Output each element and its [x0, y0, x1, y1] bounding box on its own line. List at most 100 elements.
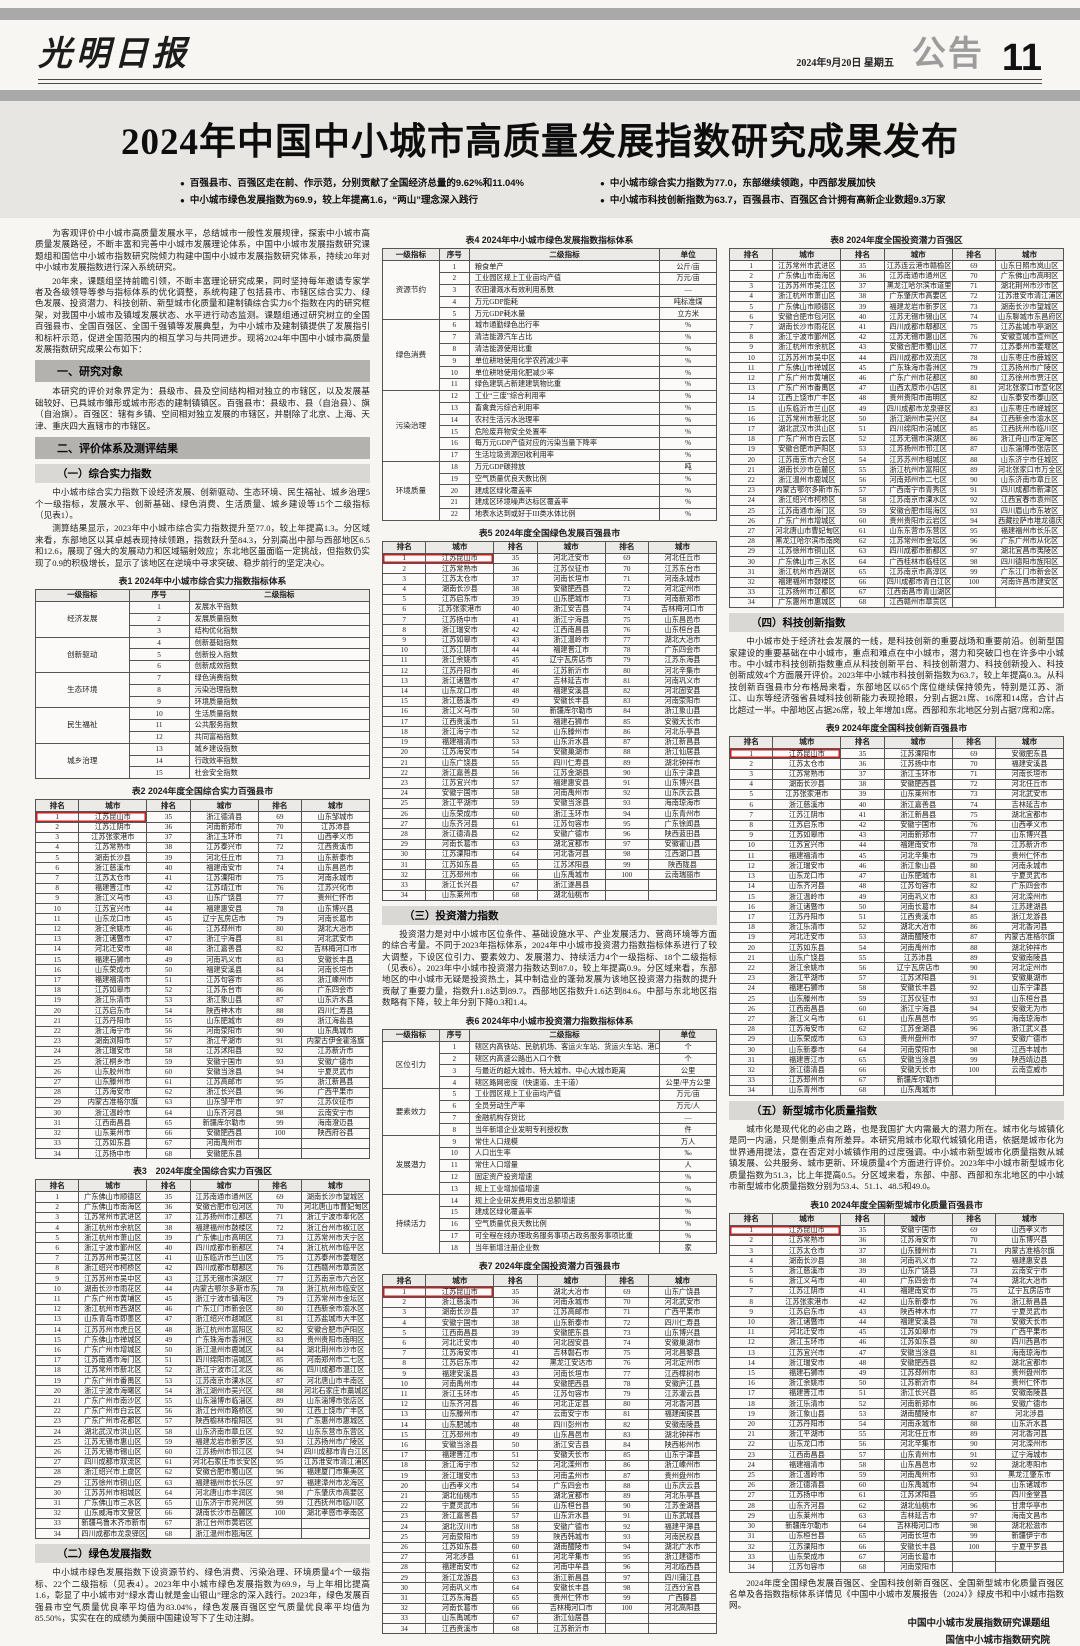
table-row: 25 浙江温岭市 59 河南禹州市 93 黑龙江肇东市	[728, 1469, 1064, 1481]
rank-cell: 32	[728, 1064, 774, 1076]
rank-cell: 18	[728, 1398, 774, 1410]
rank-cell: 71	[604, 1306, 650, 1319]
city-cell: 河北临西县	[648, 1561, 717, 1574]
table-9-title: 表9 2024年度全国科技创新百强县市	[825, 722, 968, 733]
seq-cell: 15	[438, 425, 470, 439]
rank-cell: 50	[493, 1439, 538, 1451]
seq-cell: 13	[438, 401, 470, 415]
rank-cell: 19	[728, 443, 774, 456]
rank-cell: 80	[951, 1336, 997, 1349]
seq-cell: 6	[438, 319, 470, 332]
column-header: 排名	[34, 799, 80, 813]
city-cell: 吉林延吉市	[536, 675, 606, 687]
table-row: 持续活力 14 规上企业研发费用支出总额增速%	[382, 1194, 717, 1255]
city-cell: 山东博兴县	[648, 1327, 717, 1339]
rank-cell: 5	[728, 301, 774, 313]
city-cell: 安徽合肥市包河区	[189, 1201, 259, 1213]
rank-cell: 41	[840, 1285, 885, 1298]
rank-cell: 56	[840, 474, 885, 486]
newspaper-page: { "masthead":{"paper_name":"光明日报","date_…	[0, 8, 1080, 1646]
city-cell: 江苏如皋市	[78, 984, 148, 996]
rank-cell: 33	[381, 1612, 427, 1625]
city-cell: 江苏新沂市	[301, 1045, 370, 1058]
city-cell: 湖北孝感市孝南区	[301, 1507, 370, 1519]
rank-cell: 11	[34, 1293, 80, 1305]
table-row: 11 广东广州市黄埔区 45 浙江宁波市镇海区 79 江苏常州市金坛区	[34, 1293, 370, 1305]
rank-cell: 24	[34, 1426, 80, 1438]
rank-cell: 33	[728, 586, 774, 598]
section-heading-1: 一、研究对象	[35, 360, 370, 383]
rank-cell: 17	[381, 716, 427, 728]
rank-cell: 42	[146, 882, 191, 894]
rank-cell: 62	[840, 1500, 885, 1512]
table-row: 21 山东广饶县 55 四川仁寿县 89 湖北钟祥市	[381, 756, 717, 769]
rank-cell: 94	[257, 1446, 303, 1458]
city-cell: 山东临沂市兰山区	[189, 1252, 259, 1264]
table-row: 3 江苏太仓市 37 山东滕州市 71 内蒙古准格尔旗	[728, 1245, 1064, 1257]
city-cell	[995, 1551, 1064, 1563]
level1-indicator-cell: 民生福祉	[35, 707, 130, 744]
city-cell: 安徽南陵县	[995, 1387, 1064, 1400]
city-cell	[648, 1623, 717, 1635]
rank-cell: 69	[257, 811, 303, 823]
city-cell: 浙江余姚市	[78, 923, 148, 935]
city-cell: 内蒙古准格尔旗	[78, 1096, 148, 1109]
level2-indicator-cell: 辖区内高铁站、民航机场、客运火车站、货运火车站、港口个数	[468, 1040, 661, 1054]
rank-cell: 32	[34, 1127, 80, 1139]
unit-cell: %	[659, 507, 717, 521]
city-cell: 江苏南京市溧水区	[883, 494, 953, 507]
city-cell: 江苏常州市金坛区	[301, 1293, 370, 1305]
rank-cell: 17	[728, 911, 774, 923]
city-cell: 福建漳州市龙海区	[301, 1477, 370, 1489]
city-cell: 江苏淮安市清江浦区	[301, 1456, 370, 1468]
rank-cell: 84	[604, 705, 650, 718]
unit-cell: %	[659, 1206, 717, 1219]
seq-cell: 15	[438, 1206, 470, 1219]
rank-cell: 100	[951, 1064, 997, 1076]
city-cell: 江苏常州市新北区	[772, 413, 842, 425]
rank-cell: 9	[381, 634, 427, 646]
city-cell: 河北迁安市	[78, 943, 148, 956]
rank-cell: 12	[728, 372, 774, 384]
article-body: 为客观评价中小城市高质量发展水平，总结城市一般性发展规律，探索中小城市高质量发展…	[0, 218, 1080, 1646]
table-row: 19 广东广州市番禺区 53 江苏南京市溧水区 87 河北唐山市丰南区	[34, 1375, 370, 1387]
table-row: 9 江苏如皋市 43 浙江温岭市 77 湖北大冶市	[381, 634, 717, 646]
table-row: 21 浙江平湖市 55 河北任丘市 89 河北香河县	[728, 1428, 1064, 1440]
city-cell	[995, 1074, 1064, 1086]
city-cell: 浙江仙居县	[648, 746, 717, 759]
rank-cell: 18	[728, 921, 774, 933]
rank-cell: 74	[951, 311, 997, 323]
city-cell: 福建石狮市	[772, 1367, 842, 1379]
rank-cell: 37	[840, 1245, 885, 1257]
rank-cell: 95	[604, 1551, 650, 1563]
rank-cell: 89	[257, 1395, 303, 1407]
rank-cell: 51	[840, 423, 885, 435]
city-cell: 福建福清市	[425, 736, 495, 748]
rank-cell: 36	[840, 1234, 885, 1247]
city-cell: 浙江长兴县	[189, 1086, 259, 1098]
rank-cell: 77	[604, 634, 650, 646]
headline-bullet-item: ● 中小城市科技创新指数为63.7，百强县市、百强区合计拥有高新企业数超9.3万家	[600, 195, 946, 206]
city-cell: 浙江杭州市萧山区	[78, 1232, 148, 1244]
rank-cell: 39	[840, 788, 885, 801]
city-cell: 河南巩义市	[883, 1255, 953, 1267]
table-row: 6 河北迁安市 40 河北固安县 74 安徽巢湖市	[381, 1337, 717, 1349]
unit-cell: ‰	[659, 1147, 717, 1160]
rank-cell: 95	[604, 818, 650, 830]
rank-cell: 99	[604, 859, 650, 871]
rank-cell: 54	[493, 746, 538, 759]
city-cell: 广东江门市新会区	[189, 1303, 259, 1315]
table-row: 8 江苏张家港市 42 山东新泰市 76 浙江新昌县	[728, 1296, 1064, 1308]
level2-indicator-cell: 工业“三废”综合利用率	[468, 389, 661, 403]
city-cell: 河北涉县	[425, 1551, 495, 1563]
table-row: 13 山东龙口市 47 山东肥城市 81 宁夏灵武市	[728, 870, 1064, 882]
level2-indicator-cell: 固定资产投资增速	[468, 1170, 661, 1184]
city-cell: 宁夏平罗县	[995, 1540, 1064, 1553]
city-cell: 安徽霍山县	[648, 838, 717, 850]
city-cell: 山西太原市小店区	[883, 382, 953, 394]
city-cell: 四川仁寿县	[301, 1005, 370, 1017]
rank-cell: 85	[257, 1354, 303, 1366]
city-cell: 安徽合肥市庐阳区	[772, 443, 842, 456]
rank-cell: 91	[257, 1415, 303, 1428]
city-cell: 陕西蓝田县	[648, 828, 717, 840]
